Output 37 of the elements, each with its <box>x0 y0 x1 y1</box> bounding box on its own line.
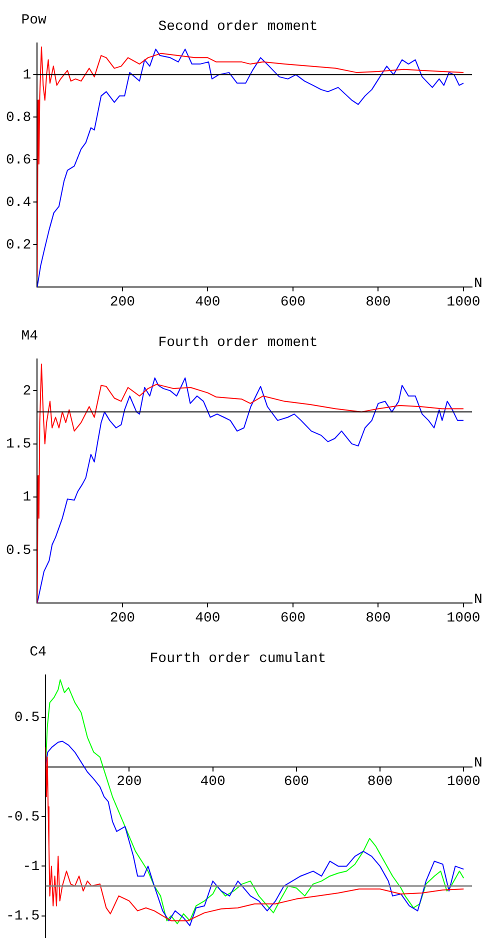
x-tick-label: 1000 <box>446 774 480 790</box>
y-tick-label: 1 <box>22 490 32 506</box>
y-tick-label: 0.5 <box>14 710 40 726</box>
x-tick-label: 600 <box>280 610 306 626</box>
y-tick-label: -0.5 <box>6 809 40 826</box>
chart-title: Second order moment <box>158 19 318 36</box>
x-tick-label: 800 <box>367 774 393 790</box>
x-tick-label: 800 <box>366 294 391 310</box>
y-tick-label: 2 <box>22 383 32 400</box>
x-tick-label: 400 <box>200 774 226 790</box>
y-tick-label: 1.5 <box>6 436 32 453</box>
x-tick-label: 1000 <box>446 294 480 310</box>
x-tick-label: 200 <box>116 774 142 790</box>
x-tick-label: 400 <box>195 294 220 310</box>
y-tick-label: 1 <box>22 67 32 84</box>
y-tick-label: 0.6 <box>6 152 32 168</box>
chart-title: Fourth order moment <box>158 335 318 352</box>
x-tick-label: 800 <box>366 610 391 626</box>
y-tick-label: -1.5 <box>6 908 40 924</box>
x-tick-label: 200 <box>110 610 136 626</box>
x-tick-label: 200 <box>110 294 136 310</box>
x-tick-label: 400 <box>195 610 220 626</box>
x-tick-label: 600 <box>284 774 310 790</box>
x-axis-title: N <box>474 276 482 292</box>
y-tick-label: 0.8 <box>6 110 32 126</box>
y-axis-title: M4 <box>21 328 38 345</box>
x-axis-title: N <box>474 592 482 608</box>
y-axis-title: C4 <box>30 644 46 661</box>
y-tick-label: -1 <box>22 858 40 875</box>
y-axis-title: Pow <box>21 12 48 29</box>
y-tick-label: 0.5 <box>6 542 32 559</box>
x-tick-label: 1000 <box>446 610 480 626</box>
y-tick-label: 0.4 <box>6 194 32 211</box>
x-axis-title: N <box>474 756 482 772</box>
chart-title: Fourth order cumulant <box>150 651 326 668</box>
x-tick-label: 600 <box>280 294 306 310</box>
y-tick-label: 0.2 <box>6 237 32 254</box>
